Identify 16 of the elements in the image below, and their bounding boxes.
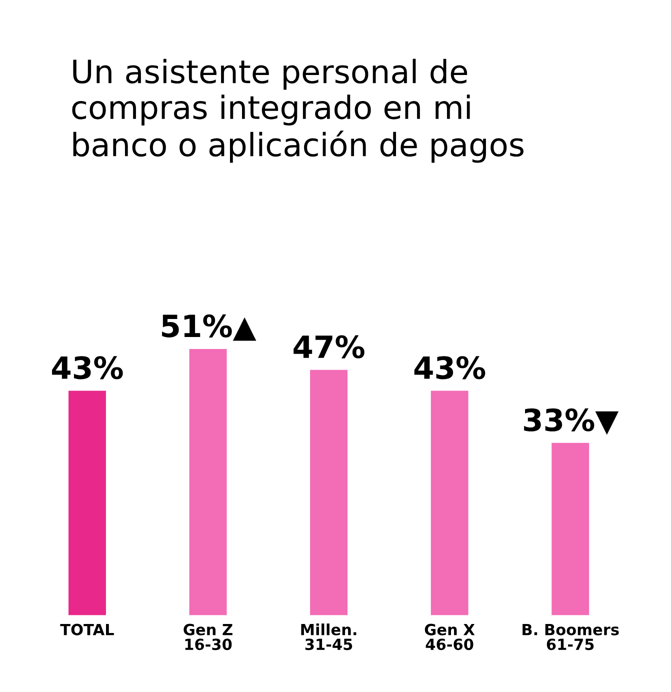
x-tick-label: Millen. 31-45 bbox=[301, 624, 356, 650]
data-label: 43% bbox=[414, 356, 486, 380]
x-tick-label: TOTAL bbox=[60, 624, 114, 636]
x-tick-label: B. Boomers 61-75 bbox=[522, 624, 619, 650]
x-tick-label: Gen Z 16-30 bbox=[184, 624, 232, 650]
data-label: 43% bbox=[52, 356, 123, 380]
data-label: 33%▼ bbox=[524, 408, 619, 435]
data-label: 47% bbox=[294, 335, 364, 358]
bar bbox=[68, 390, 106, 616]
bar bbox=[430, 390, 468, 616]
bar bbox=[310, 370, 348, 616]
data-label: 51%▲ bbox=[162, 314, 256, 341]
bar bbox=[552, 442, 590, 616]
x-tick-label: Gen X 46-60 bbox=[424, 624, 475, 650]
chart-title: Un asistente personal de compras integrado en mi banco o aplicación de pagos bbox=[72, 58, 524, 163]
bar bbox=[189, 348, 227, 616]
